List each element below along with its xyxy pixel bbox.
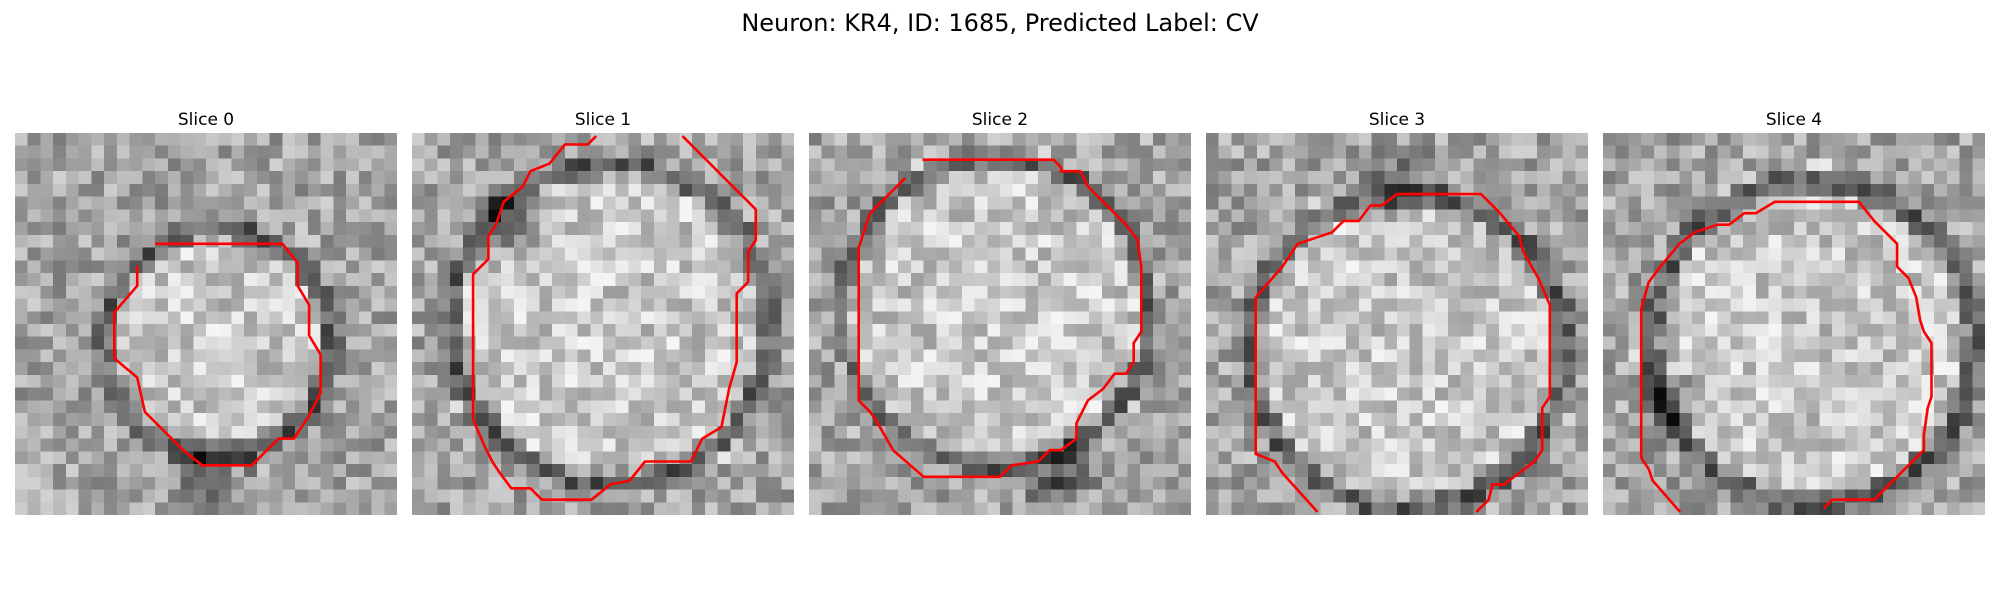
pixel-grid (1603, 133, 1985, 515)
pixel-grid (1206, 133, 1588, 515)
cell-contour (471, 135, 758, 502)
slice-title: Slice 4 (1765, 110, 1823, 130)
slice-image (1206, 133, 1588, 515)
cell-contour (1639, 200, 1933, 513)
cell-contour (857, 158, 1143, 479)
slice-title: Slice 0 (177, 110, 235, 130)
cell-contour (1254, 192, 1552, 513)
pixel-grid (809, 133, 1191, 515)
slice-image (412, 133, 794, 515)
pixel-grid (15, 133, 397, 515)
slice-title: Slice 1 (574, 110, 632, 130)
slice-image (809, 133, 1191, 515)
slice-image (1603, 133, 1985, 515)
slice-image (15, 133, 397, 515)
pixel-grid (412, 133, 794, 515)
figure-title: Neuron: KR4, ID: 1685, Predicted Label: … (741, 9, 1259, 37)
cell-contour (113, 242, 322, 467)
slice-title: Slice 3 (1368, 110, 1426, 130)
slice-title: Slice 2 (971, 110, 1029, 130)
